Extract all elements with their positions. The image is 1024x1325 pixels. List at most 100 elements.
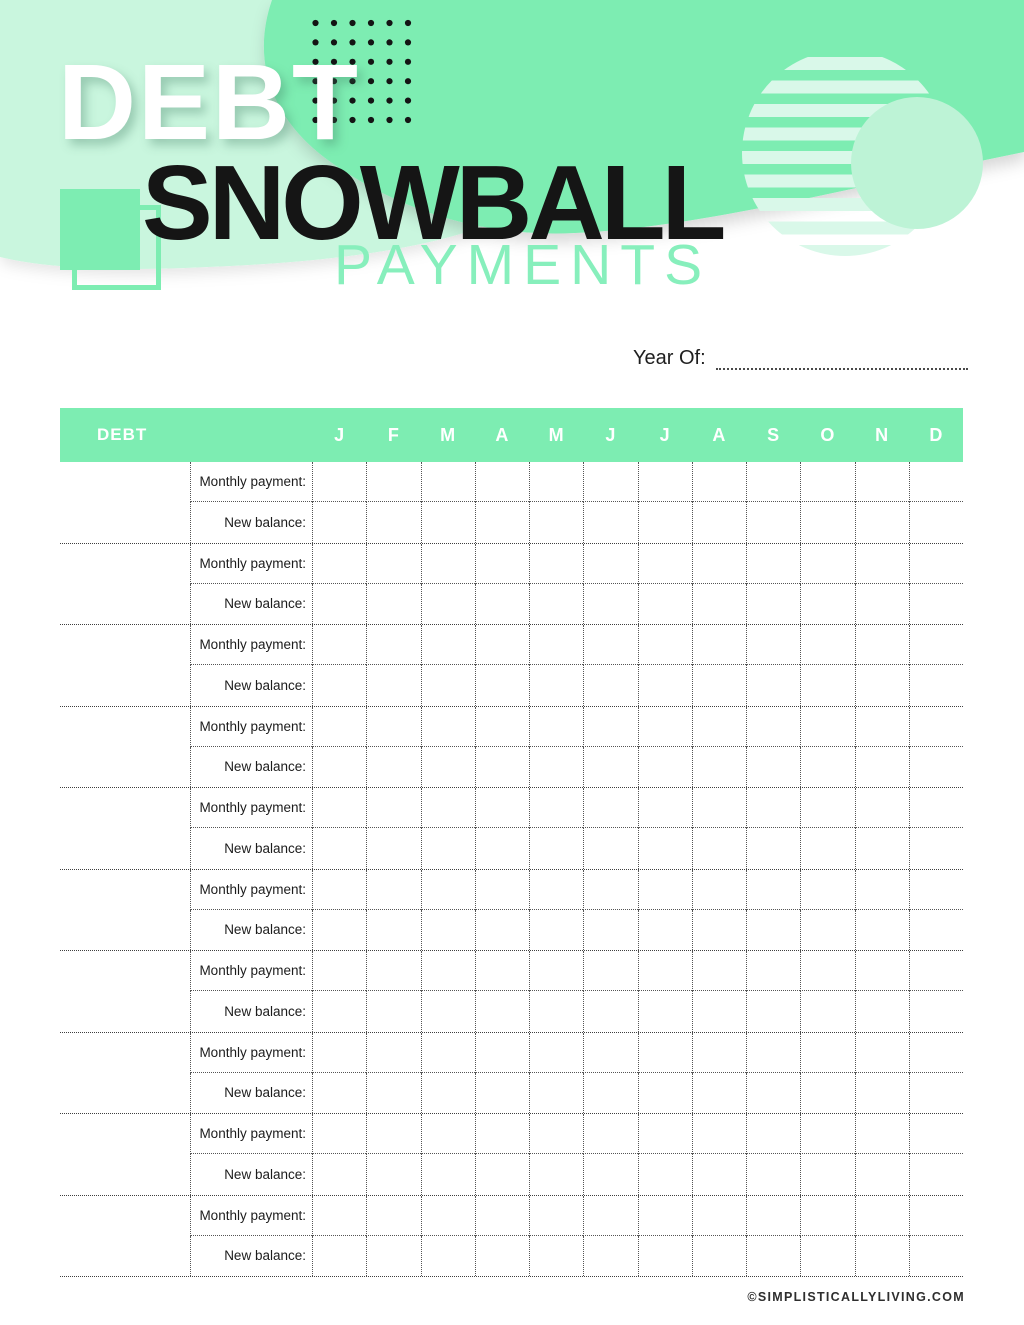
month-cell[interactable] [420, 706, 475, 747]
month-cell[interactable] [691, 462, 746, 503]
month-cell[interactable] [746, 543, 801, 584]
month-cell[interactable] [312, 951, 367, 992]
month-cell[interactable] [366, 1154, 420, 1195]
month-cell[interactable] [908, 583, 963, 624]
month-cell[interactable] [691, 706, 746, 747]
month-cell[interactable] [854, 1195, 909, 1236]
month-cell[interactable] [746, 1195, 801, 1236]
month-cell[interactable] [529, 583, 583, 624]
month-cell[interactable] [691, 583, 746, 624]
month-cell[interactable] [637, 706, 692, 747]
month-cell[interactable] [800, 1114, 855, 1155]
month-cell[interactable] [691, 1072, 746, 1113]
month-cell[interactable] [854, 1235, 909, 1276]
month-cell[interactable] [637, 1154, 692, 1195]
month-cell[interactable] [366, 462, 421, 503]
month-cell[interactable] [908, 1114, 963, 1155]
month-cell[interactable] [854, 746, 909, 787]
month-cell[interactable] [691, 1154, 746, 1195]
month-cell[interactable] [474, 746, 529, 787]
month-cell[interactable] [474, 462, 529, 503]
debt-name-cell[interactable] [60, 544, 190, 625]
month-cell[interactable] [746, 951, 801, 992]
month-cell[interactable] [583, 1114, 638, 1155]
month-cell[interactable] [420, 462, 475, 503]
month-cell[interactable] [583, 502, 637, 543]
month-cell[interactable] [854, 583, 909, 624]
month-cell[interactable] [800, 706, 855, 747]
month-cell[interactable] [583, 951, 638, 992]
month-cell[interactable] [312, 746, 366, 787]
month-cell[interactable] [854, 502, 909, 543]
month-cell[interactable] [420, 1235, 475, 1276]
month-cell[interactable] [908, 788, 963, 829]
month-cell[interactable] [746, 909, 800, 950]
month-cell[interactable] [420, 543, 475, 584]
month-cell[interactable] [529, 543, 584, 584]
debt-name-cell[interactable] [60, 1114, 190, 1195]
month-cell[interactable] [366, 1072, 420, 1113]
month-cell[interactable] [800, 746, 854, 787]
month-cell[interactable] [637, 543, 692, 584]
month-cell[interactable] [691, 1195, 746, 1236]
month-cell[interactable] [800, 951, 855, 992]
month-cell[interactable] [474, 869, 529, 910]
month-cell[interactable] [312, 1195, 367, 1236]
month-cell[interactable] [420, 828, 475, 869]
month-cell[interactable] [637, 1195, 692, 1236]
month-cell[interactable] [854, 1072, 909, 1113]
month-cell[interactable] [800, 788, 855, 829]
month-cell[interactable] [366, 828, 420, 869]
month-cell[interactable] [474, 625, 529, 666]
month-cell[interactable] [583, 746, 637, 787]
month-cell[interactable] [366, 1114, 421, 1155]
month-cell[interactable] [637, 665, 692, 706]
month-cell[interactable] [854, 909, 909, 950]
debt-name-cell[interactable] [60, 707, 190, 788]
month-cell[interactable] [529, 869, 584, 910]
month-cell[interactable] [746, 1032, 801, 1073]
month-cell[interactable] [366, 1235, 420, 1276]
debt-name-cell[interactable] [60, 788, 190, 869]
month-cell[interactable] [529, 991, 583, 1032]
month-cell[interactable] [312, 502, 366, 543]
month-cell[interactable] [583, 828, 637, 869]
month-cell[interactable] [908, 869, 963, 910]
month-cell[interactable] [746, 991, 800, 1032]
month-cell[interactable] [529, 746, 583, 787]
month-cell[interactable] [583, 1072, 637, 1113]
month-cell[interactable] [908, 746, 963, 787]
month-cell[interactable] [583, 1154, 637, 1195]
month-cell[interactable] [312, 583, 366, 624]
month-cell[interactable] [529, 462, 584, 503]
month-cell[interactable] [746, 746, 800, 787]
month-cell[interactable] [529, 1235, 583, 1276]
month-cell[interactable] [420, 991, 475, 1032]
month-cell[interactable] [420, 1072, 475, 1113]
month-cell[interactable] [529, 788, 584, 829]
month-cell[interactable] [908, 828, 963, 869]
month-cell[interactable] [420, 869, 475, 910]
month-cell[interactable] [908, 706, 963, 747]
month-cell[interactable] [691, 909, 746, 950]
month-cell[interactable] [800, 869, 855, 910]
month-cell[interactable] [854, 543, 909, 584]
month-cell[interactable] [312, 1032, 367, 1073]
month-cell[interactable] [908, 665, 963, 706]
month-cell[interactable] [637, 583, 692, 624]
month-cell[interactable] [366, 991, 420, 1032]
debt-name-cell[interactable] [60, 951, 190, 1032]
month-cell[interactable] [474, 543, 529, 584]
month-cell[interactable] [529, 1154, 583, 1195]
month-cell[interactable] [854, 625, 909, 666]
month-cell[interactable] [583, 625, 638, 666]
month-cell[interactable] [854, 991, 909, 1032]
month-cell[interactable] [366, 502, 420, 543]
month-cell[interactable] [366, 625, 421, 666]
month-cell[interactable] [474, 1154, 529, 1195]
month-cell[interactable] [312, 1235, 366, 1276]
month-cell[interactable] [583, 909, 637, 950]
month-cell[interactable] [366, 665, 420, 706]
month-cell[interactable] [420, 665, 475, 706]
month-cell[interactable] [312, 462, 367, 503]
